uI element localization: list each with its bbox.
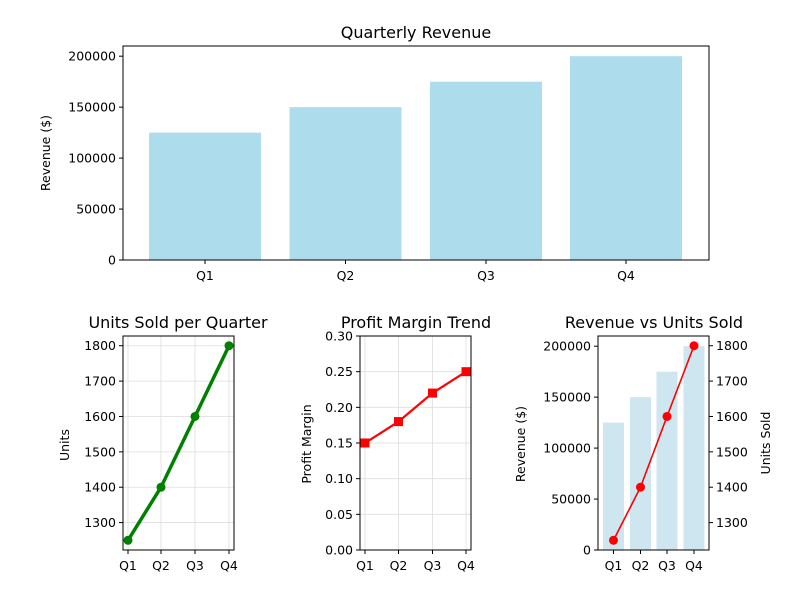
units-point xyxy=(123,535,133,545)
units-y-tick-label: 1600 xyxy=(84,409,116,424)
revenue-bar-chart: Quarterly Revenue Q1 Q2 Q3 Q4 0 50000 100000 1… xyxy=(38,23,710,283)
revenue-bar xyxy=(430,81,542,261)
units-y-tick-label: 1500 xyxy=(84,444,116,459)
combo-right-y-tick-label: 1400 xyxy=(716,480,748,495)
margin-point xyxy=(428,388,437,398)
combo-units-point xyxy=(689,341,699,351)
combo-right-y-tick-label: 1700 xyxy=(716,374,748,389)
units-series-line xyxy=(126,344,231,542)
combo-right-y-tick-label: 1500 xyxy=(716,444,748,459)
revenue-y-tick-label: 50000 xyxy=(76,202,116,217)
combo-right-y-tick-label: 1300 xyxy=(716,515,748,530)
margin-y-tick-label: 0.20 xyxy=(325,400,353,415)
units-y-tick-label: 1800 xyxy=(84,338,116,353)
revenue-plot-frame xyxy=(122,45,710,261)
revenue-x-tick-label: Q2 xyxy=(337,268,355,283)
revenue-x-tick-label: Q3 xyxy=(477,268,495,283)
combo-x-tick-label: Q3 xyxy=(658,558,676,573)
revenue-y-axis-label: Revenue ($) xyxy=(38,115,53,191)
combo-left-y-tick-label: 0 xyxy=(583,543,591,558)
combo-right-y-tick-label: 1800 xyxy=(716,338,748,353)
combo-plot-frame xyxy=(597,335,710,551)
units-x-tick-label: Q2 xyxy=(152,558,170,573)
units-point xyxy=(224,341,234,351)
revenue-y-tick-label: 0 xyxy=(108,253,116,268)
units-line-chart: Units Sold per Quarter Q1 Q2 Q3 Q4 1300 1400… xyxy=(57,313,268,573)
units-y-tick-label: 1700 xyxy=(84,374,116,389)
combo-revenue-bar xyxy=(683,346,705,550)
combo-revenue-bar xyxy=(603,422,624,550)
units-point xyxy=(190,411,200,421)
margin-x-tick-label: Q1 xyxy=(356,558,374,573)
combo-chart: Revenue vs Units Sold Q1 Q2 Q3 Q4 0 50000 100… xyxy=(513,313,773,573)
margin-x-tick-label: Q3 xyxy=(424,558,442,573)
combo-units-point xyxy=(662,411,672,421)
revenue-y-tick-label: 150000 xyxy=(68,100,116,115)
combo-x-tick-label: Q2 xyxy=(632,558,650,573)
margin-point xyxy=(360,438,370,448)
margin-y-tick-label: 0.30 xyxy=(325,329,353,344)
margin-line-chart: Profit Margin Trend Q1 Q2 Q3 Q4 0.00 0.05 0.1… xyxy=(299,313,491,573)
combo-x-tick-label: Q4 xyxy=(685,558,703,573)
combo-units-point xyxy=(636,482,645,492)
units-y-tick-label: 1300 xyxy=(84,515,116,530)
combo-revenue-bar xyxy=(656,371,678,550)
combo-left-y-tick-label: 100000 xyxy=(543,441,591,456)
units-chart-title: Units Sold per Quarter xyxy=(88,313,268,332)
combo-right-y-axis-label: Units Sold xyxy=(758,412,773,475)
margin-y-tick-label: 0.15 xyxy=(325,436,353,451)
margin-y-axis-label: Profit Margin xyxy=(299,404,314,483)
units-y-axis-label: Units xyxy=(57,429,72,461)
combo-chart-title: Revenue vs Units Sold xyxy=(565,313,743,332)
margin-x-tick-label: Q4 xyxy=(457,558,475,573)
combo-right-y-tick-label: 1600 xyxy=(716,409,748,424)
revenue-bar xyxy=(149,132,261,260)
units-y-tick-label: 1400 xyxy=(84,480,116,495)
combo-x-tick-label: Q1 xyxy=(605,558,623,573)
margin-y-tick-label: 0.25 xyxy=(325,364,353,379)
margin-series-line xyxy=(364,370,467,444)
revenue-bar xyxy=(570,56,682,260)
revenue-y-tick-label: 100000 xyxy=(68,151,116,166)
combo-left-y-tick-label: 200000 xyxy=(543,339,591,354)
combo-revenue-bar xyxy=(630,397,651,550)
units-x-tick-label: Q4 xyxy=(220,558,238,573)
combo-left-y-tick-label: 150000 xyxy=(543,390,591,405)
margin-y-tick-label: 0.10 xyxy=(325,471,353,486)
combo-left-y-axis-label: Revenue ($) xyxy=(513,406,528,482)
margin-y-tick-label: 0.00 xyxy=(325,543,353,558)
margin-x-tick-label: Q2 xyxy=(390,558,408,573)
units-plot-frame xyxy=(122,335,235,551)
combo-left-y-tick-label: 50000 xyxy=(551,492,591,507)
revenue-y-tick-label: 200000 xyxy=(68,49,116,64)
units-point xyxy=(156,482,166,492)
revenue-x-tick-label: Q4 xyxy=(617,268,635,283)
revenue-bar xyxy=(289,107,402,261)
revenue-x-tick-label: Q1 xyxy=(196,268,214,283)
margin-point xyxy=(394,417,403,427)
combo-units-line xyxy=(612,345,695,541)
margin-y-tick-label: 0.05 xyxy=(325,507,353,522)
combo-units-point xyxy=(609,535,618,545)
margin-point xyxy=(461,367,471,377)
units-x-tick-label: Q1 xyxy=(119,558,137,573)
margin-chart-title: Profit Margin Trend xyxy=(341,313,491,332)
revenue-chart-title: Quarterly Revenue xyxy=(341,23,492,42)
units-x-tick-label: Q3 xyxy=(186,558,204,573)
